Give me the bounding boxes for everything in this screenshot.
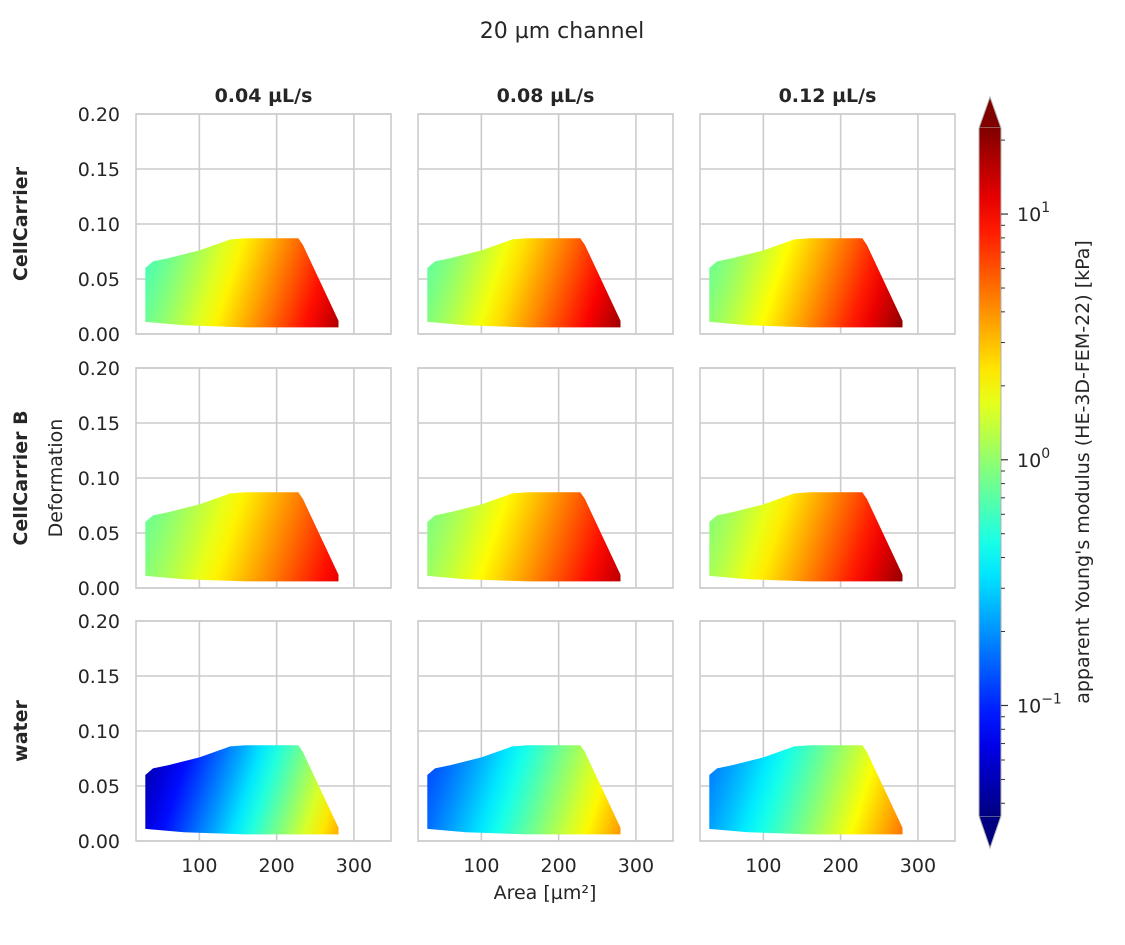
y-tick-label: 0.00 — [78, 578, 120, 600]
panel-frame — [135, 367, 392, 589]
column-title: 0.08 µL/s — [497, 85, 595, 107]
modulus-field — [709, 745, 903, 835]
row-label: water — [10, 700, 32, 762]
panel-frame — [417, 113, 674, 335]
panel: 0.08 µL/s — [417, 85, 674, 335]
modulus-field — [427, 492, 621, 582]
panel-frame — [699, 113, 956, 335]
y-tick-label: 0.20 — [78, 104, 120, 126]
y-tick-label: 0.20 — [78, 611, 120, 633]
y-tick-label: 0.00 — [78, 831, 120, 853]
modulus-field — [427, 238, 621, 328]
panel-frame — [699, 367, 956, 589]
panel: 0.12 µL/s — [699, 85, 956, 335]
modulus-field — [709, 238, 903, 328]
panel-frame — [417, 367, 674, 589]
modulus-field — [145, 238, 339, 328]
x-tick-label: 200 — [259, 855, 295, 877]
figure-title: 20 µm channel — [480, 19, 644, 44]
y-tick-label: 0.10 — [78, 214, 120, 236]
y-tick-label: 0.10 — [78, 468, 120, 490]
y-tick-label: 0.15 — [78, 666, 120, 688]
y-tick-label: 0.20 — [78, 358, 120, 380]
panel-frame — [699, 620, 956, 842]
x-tick-label: 300 — [900, 855, 936, 877]
modulus-field — [427, 745, 621, 835]
column-title: 0.12 µL/s — [779, 85, 877, 107]
colorbar-label: apparent Young's modulus (HE-3D-FEM-22) … — [1072, 240, 1094, 704]
modulus-field — [709, 492, 903, 582]
column-title: 0.04 µL/s — [215, 85, 313, 107]
colorbar-extend-max — [978, 95, 1002, 129]
x-tick-label: 200 — [541, 855, 577, 877]
y-tick-label: 0.00 — [78, 324, 120, 346]
row-labels: CellCarrier CellCarrier B water — [10, 166, 32, 762]
y-axis-label: Deformation — [45, 419, 67, 538]
y-tick-label: 0.15 — [78, 159, 120, 181]
modulus-field — [145, 492, 339, 582]
y-tick-label: 0.10 — [78, 721, 120, 743]
colorbar-tick-label: 100 — [1017, 446, 1050, 472]
x-tick-label: 300 — [618, 855, 654, 877]
y-tick-label: 0.05 — [78, 776, 120, 798]
modulus-field — [145, 745, 339, 835]
panel-frame — [135, 113, 392, 335]
panel — [699, 367, 956, 589]
panel: 0.00 0.05 0.10 0.15 0.20 100 200 300 — [78, 611, 392, 877]
colorbar-extend-min — [978, 815, 1002, 850]
x-tick-label: 100 — [745, 855, 781, 877]
y-tick-label: 0.05 — [78, 269, 120, 291]
panel-frame — [135, 620, 392, 842]
panel — [417, 367, 674, 589]
x-tick-label: 200 — [823, 855, 859, 877]
row-label: CellCarrier — [10, 166, 32, 281]
x-tick-label: 100 — [181, 855, 217, 877]
colorbar: 10−1 100 101 — [978, 95, 1062, 850]
panel: 0.04 µL/s 0.00 0.05 0.10 0.15 0.20 — [78, 85, 392, 346]
colorbar-tick-label: 101 — [1017, 200, 1050, 226]
x-axis-label: Area [µm²] — [494, 882, 597, 904]
x-tick-label: 300 — [336, 855, 372, 877]
y-tick-label: 0.15 — [78, 413, 120, 435]
panel: 100 200 300 — [417, 620, 674, 877]
colorbar-tick-label: 10−1 — [1017, 691, 1062, 717]
x-tick-label: 100 — [463, 855, 499, 877]
y-tick-label: 0.05 — [78, 523, 120, 545]
panel: 100 200 300 — [699, 620, 956, 877]
panel-grid: 0.04 µL/s 0.00 0.05 0.10 0.15 0.20 0.08 µL/s 0.… — [78, 85, 956, 877]
colorbar-gradient — [979, 128, 1001, 816]
panel-frame — [417, 620, 674, 842]
panel: 0.00 0.05 0.10 0.15 0.20 — [78, 358, 392, 600]
row-label: CellCarrier B — [10, 410, 32, 545]
